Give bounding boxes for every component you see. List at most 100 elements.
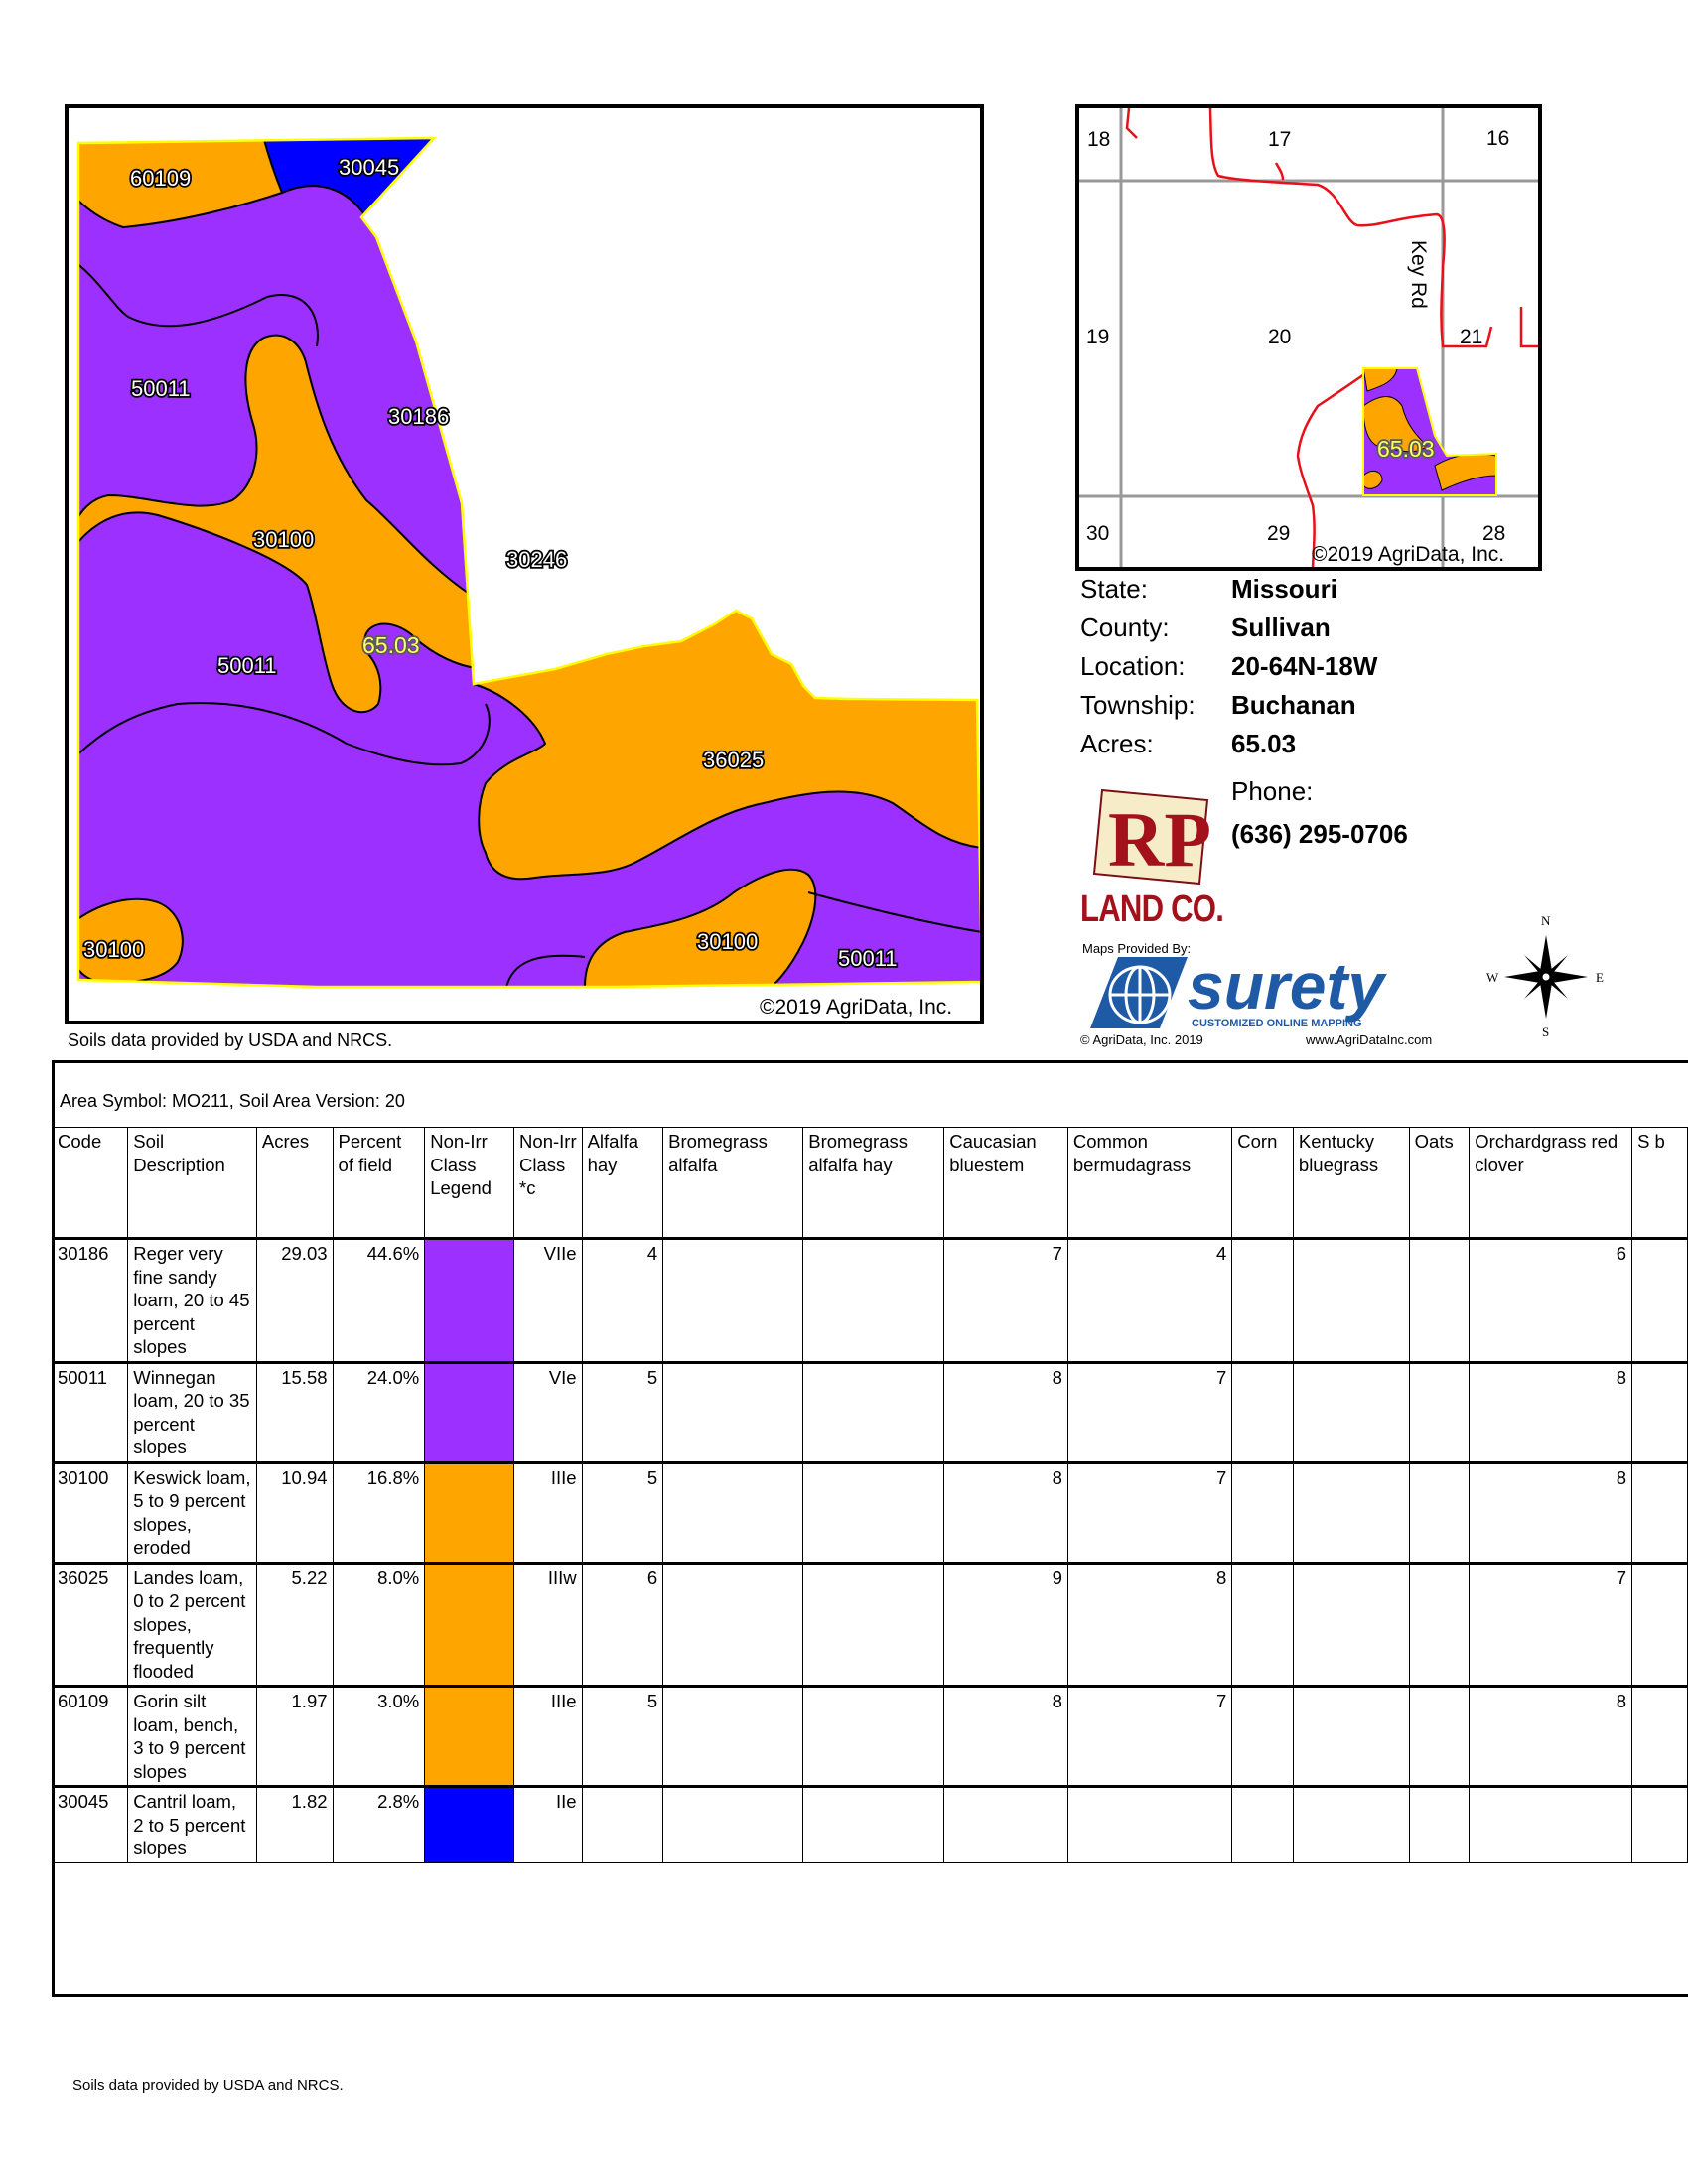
- soil-zone-30100-bottom-left: [78, 897, 184, 984]
- cell-desc: Cantril loam, 2 to 5 percent slopes: [127, 1785, 257, 1863]
- header-percent: Percent of field: [332, 1127, 426, 1239]
- soil-label-30246: 30246: [506, 547, 567, 572]
- table-row: 50011 Winnegan loam, 20 to 35 percent slo…: [51, 1360, 1688, 1463]
- header-kentucky-bluegrass: Kentucky bluegrass: [1292, 1127, 1410, 1239]
- cell-acres: 5.22: [255, 1561, 334, 1687]
- rp-logo-text: RP: [1108, 796, 1211, 883]
- cell-acres: 15.58: [255, 1360, 334, 1463]
- cell-cls: IIIe: [513, 1460, 583, 1564]
- cell-caucasian: 9: [943, 1561, 1068, 1687]
- table-row: 30100 Keswick loam, 5 to 9 percent slopes…: [51, 1460, 1688, 1564]
- cell-bermuda: [1066, 1785, 1233, 1863]
- cell-desc: Landes loam, 0 to 2 percent slopes, freq…: [127, 1561, 257, 1687]
- cell-caucasian: 8: [943, 1685, 1068, 1787]
- cell-alfalfa: 5: [581, 1460, 664, 1564]
- cell-corn: [1231, 1460, 1294, 1564]
- class-legend-swatch: [424, 1785, 515, 1863]
- soil-table: Code Soil Description Acres Percent of f…: [51, 1127, 1688, 1863]
- cell-alfalfa: 5: [581, 1360, 664, 1463]
- cell-pct: 16.8%: [332, 1460, 426, 1564]
- section-number-16: 16: [1486, 127, 1509, 150]
- cell-caucasian: [943, 1785, 1068, 1863]
- compass-s: S: [1542, 1024, 1549, 1039]
- maps-provided-label: Maps Provided By:: [1082, 941, 1192, 956]
- section-number-17: 17: [1268, 128, 1291, 151]
- soil-label-30100: 30100: [83, 937, 144, 962]
- header-oats: Oats: [1408, 1127, 1471, 1239]
- soil-map-canvas: 60109 30045 50011 30186 30100 30246 5001…: [76, 136, 980, 1019]
- soil-zone-30100-bottom: [583, 868, 817, 987]
- location-value: 20-64N-18W: [1231, 651, 1378, 681]
- soil-label-50011: 50011: [838, 946, 898, 971]
- header-common-bermudagrass: Common bermudagrass: [1066, 1127, 1233, 1239]
- cell-bermuda: 8: [1066, 1561, 1233, 1687]
- vicinity-map-canvas: 18 17 16 19 20 21 30 29 28 Key Rd 65.03 …: [1079, 108, 1538, 567]
- cell-kbg: [1292, 1561, 1410, 1687]
- cell-code: 30045: [51, 1785, 129, 1863]
- township-value: Buchanan: [1231, 690, 1356, 720]
- section-number-28: 28: [1482, 522, 1505, 545]
- soil-label-50011: 50011: [131, 376, 191, 401]
- agridata-copyright: © AgriData, Inc. 2019: [1080, 1032, 1203, 1047]
- cell-caucasian: 7: [943, 1237, 1068, 1363]
- cell-brome_alf: [662, 1785, 804, 1863]
- cell-brome_alf_hay: [802, 1685, 945, 1787]
- header-acres: Acres: [255, 1127, 334, 1239]
- cell-acres: 10.94: [255, 1460, 334, 1564]
- cell-brome_alf: [662, 1237, 804, 1363]
- cell-pct: 2.8%: [332, 1785, 426, 1863]
- vicinity-field-label: 65.03: [1377, 436, 1435, 462]
- cell-code: 30186: [51, 1237, 129, 1363]
- phone-value: (636) 295-0706: [1231, 819, 1408, 849]
- cell-brome_alf_hay: [802, 1237, 945, 1363]
- county-label: County:: [1080, 613, 1170, 642]
- header-corn: Corn: [1231, 1127, 1294, 1239]
- cell-bermuda: 4: [1066, 1237, 1233, 1363]
- header-alfalfa-hay: Alfalfa hay: [581, 1127, 664, 1239]
- state-value: Missouri: [1231, 574, 1337, 604]
- cell-oats: [1408, 1460, 1471, 1564]
- cell-kbg: [1292, 1685, 1410, 1787]
- surety-logo: surety CUSTOMIZED ONLINE MAPPING: [1090, 955, 1387, 1029]
- agridata-url: www.AgriDataInc.com: [1306, 1032, 1433, 1047]
- cell-alfalfa: 4: [581, 1237, 664, 1363]
- class-legend-swatch: [424, 1460, 515, 1564]
- cell-desc: Winnegan loam, 20 to 35 percent slopes: [127, 1360, 257, 1463]
- soil-label-30100: 30100: [253, 527, 314, 552]
- soil-label-30100: 30100: [697, 929, 758, 954]
- cell-cls: VIe: [513, 1360, 583, 1463]
- header-code: Code: [51, 1127, 129, 1239]
- soil-label-50011: 50011: [217, 653, 277, 678]
- cell-caucasian: 8: [943, 1360, 1068, 1463]
- cell-pct: 3.0%: [332, 1685, 426, 1787]
- field-acres-label: 65.03: [362, 632, 420, 658]
- cell-corn: [1231, 1561, 1294, 1687]
- township-label: Township:: [1080, 690, 1196, 720]
- section-number-18: 18: [1087, 128, 1110, 151]
- cell-truncated: [1631, 1360, 1688, 1463]
- cell-kbg: [1292, 1360, 1410, 1463]
- class-legend-swatch: [424, 1561, 515, 1687]
- header-bromegrass-alfalfa-hay: Bromegrass alfalfa hay: [802, 1127, 945, 1239]
- cell-brome_alf_hay: [802, 1360, 945, 1463]
- cell-oats: [1408, 1785, 1471, 1863]
- cell-alfalfa: [581, 1785, 664, 1863]
- phone-label: Phone:: [1231, 776, 1314, 806]
- surety-tagline: CUSTOMIZED ONLINE MAPPING: [1192, 1018, 1362, 1029]
- cell-desc: Keswick loam, 5 to 9 percent slopes, ero…: [127, 1460, 257, 1564]
- header-class: Non-Irr Class *c: [513, 1127, 583, 1239]
- header-class-legend: Non-Irr Class Legend: [424, 1127, 515, 1239]
- cell-brome_alf: [662, 1460, 804, 1564]
- cell-caucasian: 8: [943, 1460, 1068, 1564]
- cell-brome_alf: [662, 1685, 804, 1787]
- class-legend-swatch: [424, 1360, 515, 1463]
- section-number-30: 30: [1086, 522, 1109, 545]
- cell-brome_alf_hay: [802, 1460, 945, 1564]
- table-row: 36025 Landes loam, 0 to 2 percent slopes,…: [51, 1561, 1688, 1687]
- section-number-19: 19: [1086, 326, 1109, 348]
- cell-oats: [1408, 1360, 1471, 1463]
- soil-label-30186: 30186: [388, 404, 449, 429]
- soil-map-labels: 60109 30045 50011 30186 30100 30246 5001…: [81, 153, 899, 973]
- acres-value: 65.03: [1231, 729, 1297, 758]
- compass-rose-icon: N S E W: [1486, 913, 1604, 1039]
